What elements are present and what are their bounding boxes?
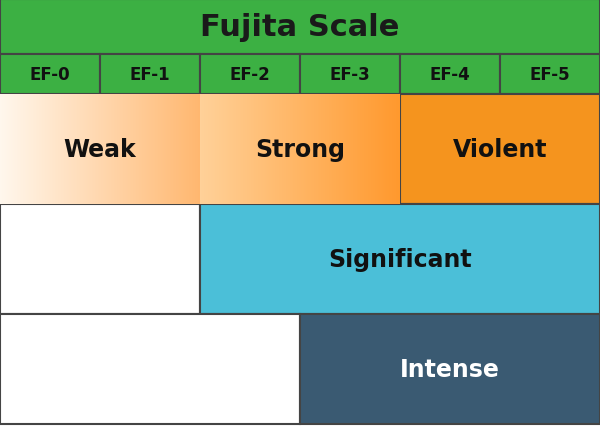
Bar [0, 314, 300, 424]
Text: EF-4: EF-4 [430, 66, 470, 84]
Bar [500, 55, 600, 95]
Text: Fujita Scale: Fujita Scale [200, 13, 400, 42]
Bar [300, 314, 600, 424]
Text: Significant: Significant [328, 248, 472, 271]
Text: Intense: Intense [400, 357, 500, 381]
Bar [0, 0, 600, 55]
Bar [400, 55, 500, 95]
Bar [0, 55, 100, 95]
Bar [400, 95, 600, 204]
Text: EF-5: EF-5 [530, 66, 571, 84]
Text: Weak: Weak [64, 138, 136, 161]
Text: EF-1: EF-1 [130, 66, 170, 84]
Bar [300, 55, 400, 95]
Bar [200, 204, 600, 314]
Bar [100, 55, 200, 95]
Text: Strong: Strong [255, 138, 345, 161]
Bar [0, 204, 200, 314]
Bar [200, 55, 300, 95]
Text: EF-0: EF-0 [29, 66, 70, 84]
Text: Violent: Violent [453, 138, 547, 161]
Text: EF-2: EF-2 [230, 66, 271, 84]
Text: EF-3: EF-3 [329, 66, 370, 84]
